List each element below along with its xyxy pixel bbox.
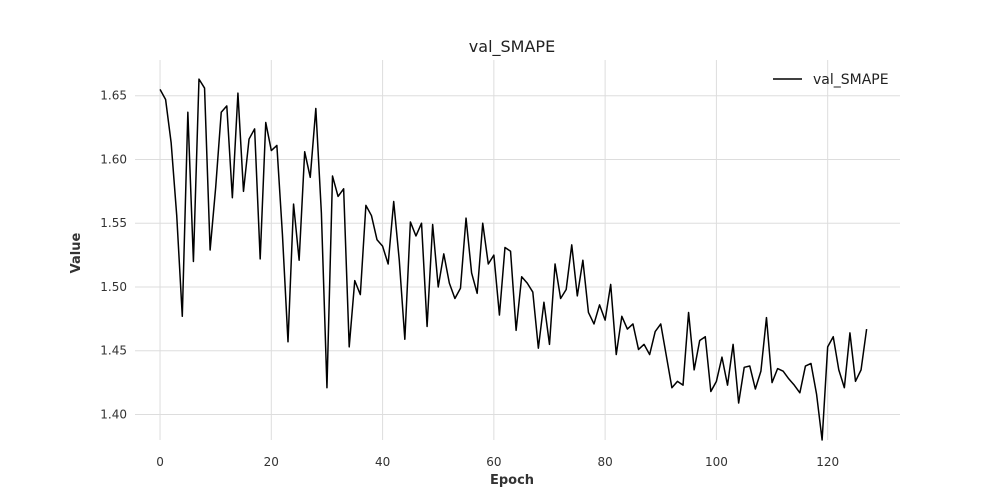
chart-title: val_SMAPE: [469, 37, 555, 57]
y-tick-label: 1.55: [100, 216, 127, 230]
y-tick-label: 1.60: [100, 152, 127, 166]
x-tick-label: 100: [705, 455, 728, 469]
x-tick-label: 80: [597, 455, 612, 469]
y-tick-label: 1.40: [100, 407, 127, 421]
y-tick-label: 1.45: [100, 344, 127, 358]
y-tick-label: 1.50: [100, 280, 127, 294]
legend: val_SMAPE: [773, 72, 889, 88]
x-tick-label: 120: [816, 455, 839, 469]
x-tick-label: 20: [264, 455, 279, 469]
y-gridlines: [135, 95, 900, 415]
series-layer: [159, 78, 868, 441]
x-axis-label: Epoch: [490, 473, 534, 488]
x-tick-label: 40: [375, 455, 390, 469]
y-axis-label: Value: [69, 232, 84, 273]
series-line-val-smape: [159, 78, 868, 441]
x-gridlines: [159, 60, 829, 440]
x-tick-labels: 0 20 40 60 80 100 120: [156, 455, 839, 469]
x-tick-label: 0: [156, 455, 164, 469]
legend-label: val_SMAPE: [813, 72, 889, 88]
x-tick-label: 60: [486, 455, 501, 469]
y-tick-label: 1.65: [100, 89, 127, 103]
y-tick-labels: 1.40 1.45 1.50 1.55 1.60 1.65: [100, 89, 127, 422]
